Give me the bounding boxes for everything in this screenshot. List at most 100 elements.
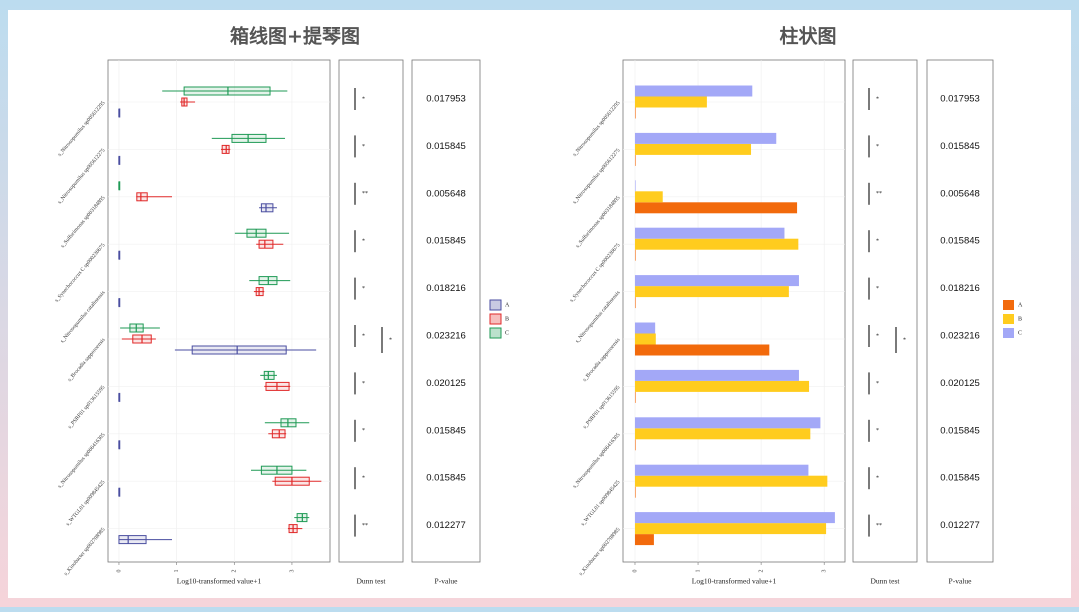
p-value: 0.020125 — [426, 378, 466, 389]
box — [136, 192, 148, 202]
bar — [634, 428, 811, 440]
dunn-label: * — [362, 96, 365, 102]
dunn-label: * — [876, 333, 879, 339]
bar — [634, 275, 799, 287]
p-value: 0.015845 — [426, 236, 466, 247]
legend-key — [489, 313, 502, 325]
x-tick-label: 2 — [758, 570, 764, 573]
x-tick-label: 2 — [232, 570, 238, 573]
x-tick-label: 1 — [695, 570, 701, 573]
chart-title: 箱线图+提琴图 — [230, 25, 360, 48]
box — [263, 370, 275, 380]
panel — [852, 59, 918, 563]
dunn-label: * — [876, 239, 879, 245]
legend-label: C — [1018, 330, 1022, 336]
dunn-label: * — [903, 337, 906, 343]
x-tick-label: 0 — [632, 570, 638, 573]
p-value: 0.018216 — [940, 283, 980, 294]
panel — [622, 59, 846, 563]
bar — [634, 202, 798, 214]
dunn-label: * — [362, 239, 365, 245]
panel — [107, 59, 331, 563]
bar — [634, 132, 777, 144]
p-value: 0.012277 — [426, 520, 466, 531]
p-value: 0.015845 — [940, 236, 980, 247]
box — [231, 133, 267, 143]
legend-key — [489, 327, 502, 339]
bar — [634, 191, 663, 203]
dunn-label: * — [876, 96, 879, 102]
x-tick-label: 0 — [116, 570, 122, 573]
bar — [634, 417, 821, 429]
p-value: 0.023216 — [940, 331, 980, 342]
bar — [634, 85, 753, 97]
dunn-label: * — [876, 428, 879, 434]
legend-label: A — [1018, 302, 1023, 308]
bar — [634, 475, 828, 487]
bar — [634, 512, 835, 524]
p-value: 0.020125 — [940, 378, 980, 389]
x-tick-label: 3 — [289, 570, 295, 573]
x-axis-label: Log10-transformed value+1 — [692, 577, 777, 586]
panel — [411, 59, 481, 563]
chart-title: 柱状图 — [779, 25, 836, 48]
legend-label: C — [505, 330, 509, 336]
p-value: 0.015845 — [940, 425, 980, 436]
p-value: 0.005648 — [426, 188, 466, 199]
bar — [634, 486, 636, 498]
dunn-label: ** — [362, 523, 368, 529]
x-tick-label: 3 — [822, 570, 828, 573]
legend-key — [1003, 314, 1014, 324]
dunn-label: * — [876, 476, 879, 482]
bar — [634, 380, 810, 392]
bar — [634, 180, 636, 192]
dunn-label: * — [362, 286, 365, 292]
bar — [634, 369, 799, 381]
bar — [634, 107, 636, 119]
canvas — [8, 10, 1071, 598]
p-value: 0.015845 — [426, 473, 466, 484]
p-value: 0.017953 — [426, 94, 466, 105]
bar — [634, 154, 636, 166]
panel — [926, 59, 994, 563]
p-value: 0.023216 — [426, 331, 466, 342]
p-value: 0.015845 — [940, 473, 980, 484]
box — [191, 345, 287, 355]
bar — [634, 297, 636, 309]
p-value: 0.005648 — [940, 188, 980, 199]
legend-label: A — [505, 302, 510, 308]
dunn-label: * — [362, 476, 365, 482]
dunn-label: * — [876, 286, 879, 292]
bar — [634, 96, 707, 108]
bar — [634, 322, 656, 334]
p-value: 0.015845 — [940, 141, 980, 152]
box — [183, 86, 271, 96]
bar — [634, 523, 827, 535]
p-value: 0.012277 — [940, 520, 980, 531]
bar — [634, 238, 799, 250]
dunn-label: * — [876, 381, 879, 387]
bar — [634, 143, 752, 155]
bar — [634, 249, 636, 261]
bar — [634, 391, 636, 403]
pvalue-title: P-value — [949, 577, 973, 586]
dunn-title: Dunn test — [871, 577, 901, 586]
bar — [634, 439, 636, 451]
box — [260, 203, 274, 213]
legend-key — [489, 299, 502, 311]
dunn-label: * — [389, 337, 392, 343]
dunn-label: ** — [876, 523, 882, 529]
legend-label: B — [1018, 316, 1022, 322]
dunn-label: * — [362, 333, 365, 339]
bar — [634, 333, 656, 345]
panel — [338, 59, 404, 563]
dunn-label: ** — [876, 191, 882, 197]
dunn-label: * — [362, 428, 365, 434]
bar — [634, 286, 789, 298]
bar — [634, 464, 809, 476]
dunn-label: ** — [362, 191, 368, 197]
p-value: 0.015845 — [426, 141, 466, 152]
x-axis-label: Log10-transformed value+1 — [177, 577, 262, 586]
box — [258, 239, 274, 249]
dunn-label: * — [362, 144, 365, 150]
